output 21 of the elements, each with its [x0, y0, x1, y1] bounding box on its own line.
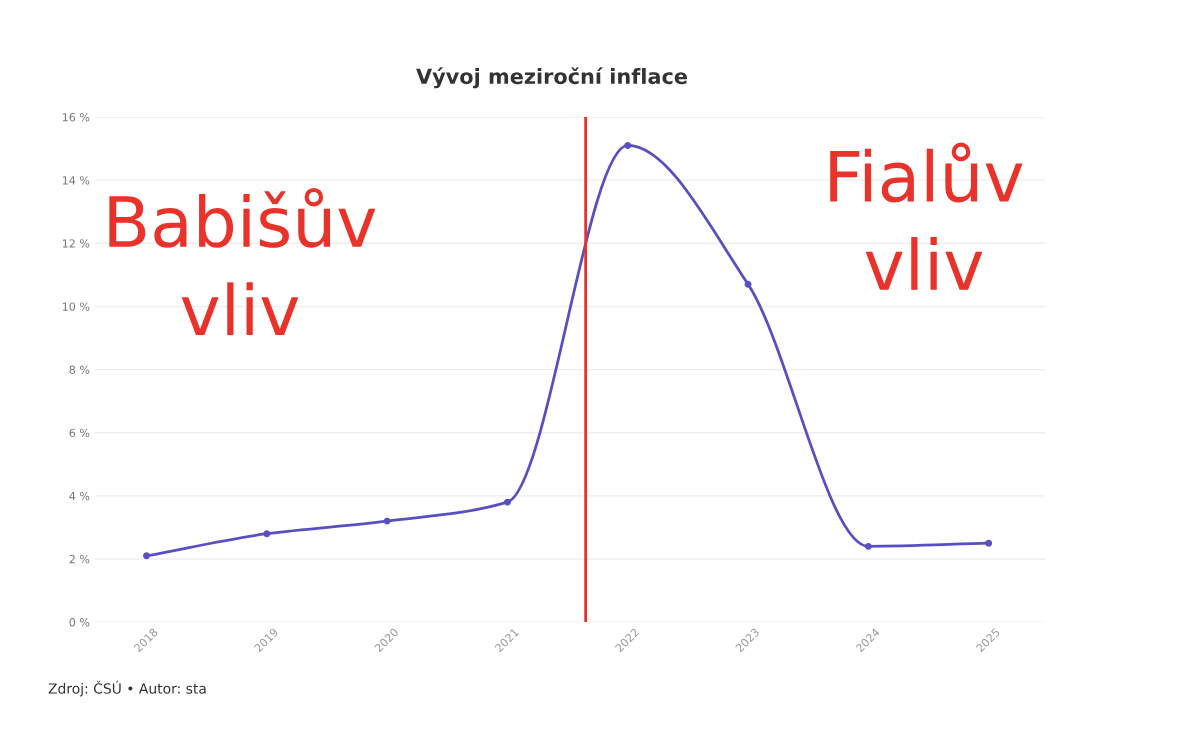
y-tick-label: 0 %	[69, 618, 90, 627]
y-tick-label: 10 %	[62, 302, 90, 311]
y-tick-label: 12 %	[62, 239, 90, 248]
y-tick-label: 2 %	[69, 554, 90, 564]
point	[143, 552, 151, 560]
point	[864, 542, 872, 550]
y-tick-label: 14 %	[62, 176, 90, 185]
y-tick-label: 16 %	[62, 113, 90, 122]
point	[263, 530, 271, 538]
point	[985, 539, 993, 547]
annotation: Babišův vliv	[109, 187, 376, 336]
point	[744, 280, 752, 288]
y-tick-label: 8 %	[69, 365, 90, 374]
chart-title: Vývoj meziroční inflace	[416, 67, 687, 89]
point	[624, 141, 632, 149]
y-tick-label: 6 %	[69, 428, 90, 438]
annotation: Fialův vliv	[830, 142, 1023, 290]
point	[503, 498, 511, 506]
y-tick-label: 4 %	[69, 491, 90, 501]
text: Zdroj: ČSÚ • Autor: sta	[48, 680, 206, 697]
point	[383, 517, 391, 525]
